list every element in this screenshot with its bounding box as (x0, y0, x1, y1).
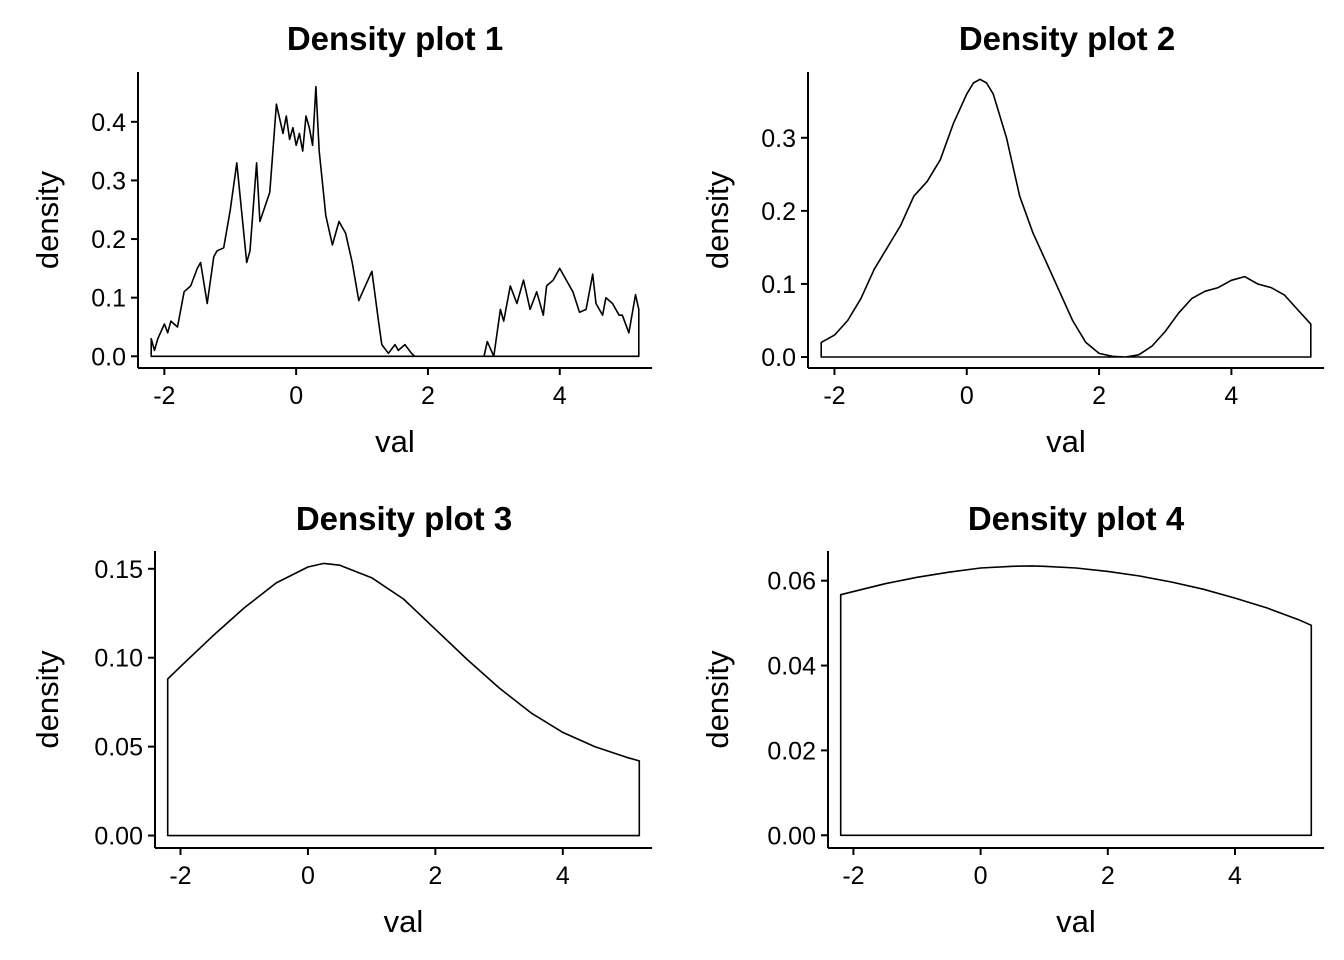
density-curve (166, 562, 641, 837)
density-curve (820, 78, 1312, 358)
x-tick-label: 2 (428, 862, 442, 890)
x-tick-label: 0 (289, 382, 303, 410)
y-axis-label: density (30, 650, 65, 749)
chart-title: Density plot 3 (296, 500, 512, 537)
x-tick-label: 4 (1224, 382, 1238, 410)
x-axis-label: val (1046, 424, 1086, 459)
x-tick-label: -2 (169, 862, 191, 890)
y-tick-label: 0.06 (767, 568, 816, 596)
density-panel-4: Density plot 4 -2 0 2 4 0.00 0.02 0.04 0.06 val de… (700, 500, 1324, 939)
y-tick-label: 0.04 (767, 653, 816, 681)
y-tick-label: 0.00 (767, 822, 816, 850)
x-tick-label: -2 (842, 862, 864, 890)
y-axis-label: density (700, 650, 735, 749)
chart-title: Density plot 1 (287, 20, 503, 57)
y-tick-label: 0.10 (94, 645, 143, 673)
x-tick-label: 2 (1092, 382, 1106, 410)
chart-title: Density plot 4 (968, 500, 1185, 537)
y-tick-label: 0.4 (91, 109, 126, 137)
x-axis-label: val (375, 424, 415, 459)
x-axis-label: val (384, 904, 424, 939)
y-tick-label: 0.0 (91, 343, 126, 371)
density-panel-2: Density plot 2 -2 0 2 4 0.0 0.1 0.2 0.3 val densit… (700, 20, 1324, 459)
x-tick-label: -2 (153, 382, 175, 410)
y-tick-label: 0.1 (91, 285, 126, 313)
density-panel-1: Density plot 1 -2 0 2 4 0.0 0.1 0.2 0.3 0.4 val den… (30, 20, 652, 459)
y-tick-label: 0.1 (761, 271, 796, 299)
x-tick-label: 2 (1101, 862, 1115, 890)
y-tick-label: 0.2 (761, 198, 796, 226)
x-tick-label: 4 (556, 862, 570, 890)
x-tick-label: 0 (974, 862, 988, 890)
density-panel-3: Density plot 3 -2 0 2 4 0.00 0.05 0.10 0.15 val de… (30, 500, 652, 939)
chart-title: Density plot 2 (959, 20, 1175, 57)
y-tick-label: 0.00 (94, 823, 143, 851)
x-tick-label: 0 (960, 382, 974, 410)
y-tick-label: 0.2 (91, 226, 126, 254)
y-tick-label: 0.3 (91, 167, 126, 195)
y-tick-label: 0.05 (94, 734, 143, 762)
y-axis-label: density (30, 170, 65, 269)
density-curve (150, 85, 640, 358)
y-tick-label: 0.02 (767, 737, 816, 765)
x-axis-label: val (1056, 904, 1096, 939)
x-tick-label: 4 (553, 382, 567, 410)
x-tick-label: -2 (823, 382, 845, 410)
y-tick-label: 0.15 (94, 556, 143, 584)
density-curve (839, 565, 1313, 837)
y-tick-label: 0.3 (761, 125, 796, 153)
x-tick-label: 4 (1228, 862, 1242, 890)
y-axis-label: density (700, 170, 735, 269)
x-tick-label: 2 (421, 382, 435, 410)
y-tick-label: 0.0 (761, 344, 796, 372)
x-tick-label: 0 (301, 862, 315, 890)
